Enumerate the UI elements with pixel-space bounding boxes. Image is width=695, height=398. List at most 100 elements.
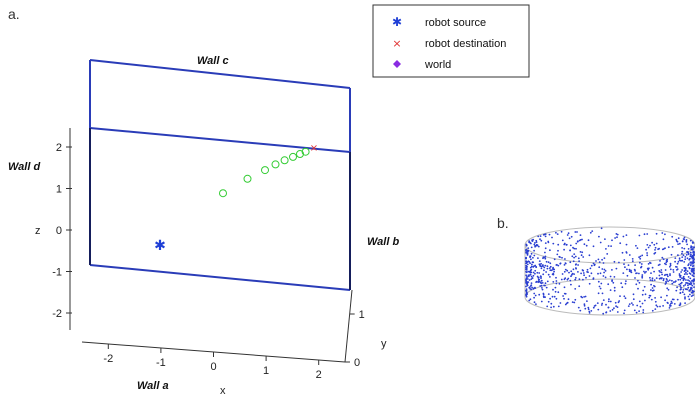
ring-point <box>679 278 682 281</box>
ring-point <box>566 234 569 236</box>
ring-point <box>681 256 684 258</box>
ring-point <box>609 310 612 312</box>
ring-point <box>670 253 673 256</box>
ring-point <box>669 268 672 271</box>
ring-point <box>542 233 545 236</box>
ring-point <box>667 246 670 249</box>
ring-point <box>564 303 567 306</box>
ring-point <box>684 268 687 270</box>
ring-point <box>571 255 574 258</box>
ring-point <box>544 282 547 285</box>
ring-point <box>624 297 627 300</box>
destination-marker: × <box>310 143 318 154</box>
ring-point <box>542 273 545 276</box>
ring-point <box>596 302 599 304</box>
ring-point <box>536 271 539 274</box>
ring-point <box>679 285 682 287</box>
ring-point <box>635 311 638 314</box>
ring-point <box>532 261 535 264</box>
ring-point <box>561 273 564 275</box>
ring-point <box>614 237 616 239</box>
ring-point <box>639 261 641 264</box>
ring-point <box>544 235 547 238</box>
ring-point <box>678 283 681 286</box>
ring-point <box>570 283 572 286</box>
ring-point <box>539 285 542 287</box>
ring-point <box>666 301 669 304</box>
ring-point <box>574 298 577 301</box>
ring-point <box>592 245 595 248</box>
ring-point <box>552 242 555 245</box>
ring-point <box>529 241 531 244</box>
wall-label-d: Wall d <box>8 161 40 173</box>
ring-point <box>654 249 656 251</box>
ring-point <box>538 272 541 274</box>
ring-point <box>583 243 586 246</box>
ring-point <box>525 260 527 262</box>
ring-point <box>574 231 577 233</box>
ring-point <box>549 249 551 252</box>
ring-point <box>625 243 628 246</box>
frame-edge <box>89 59 351 89</box>
ring-point <box>577 271 579 273</box>
ring-point <box>585 276 587 279</box>
ring-point <box>680 259 682 262</box>
legend-item: × robot destination <box>392 37 506 50</box>
ring-point <box>692 294 694 297</box>
ring-point <box>586 300 588 302</box>
path-point <box>243 174 252 183</box>
ring-point <box>543 269 545 272</box>
ring-point <box>540 239 543 242</box>
ring-point <box>526 250 529 253</box>
ring-point <box>625 280 627 282</box>
ring-point <box>642 289 645 292</box>
ring-point <box>688 263 690 265</box>
ring-point <box>555 280 558 282</box>
ring-point <box>690 295 693 297</box>
ring-point <box>651 309 654 312</box>
ring-point <box>546 280 549 283</box>
ring-point <box>662 278 665 280</box>
ring-point <box>685 279 687 281</box>
ring-point <box>659 305 661 308</box>
ring-point <box>588 310 591 313</box>
ring-point <box>529 255 531 258</box>
ring-point <box>612 281 615 284</box>
ring-point <box>533 254 536 257</box>
ring-point <box>602 299 605 301</box>
ring-point <box>636 304 639 307</box>
ring-point <box>669 265 671 268</box>
ring-point <box>535 239 538 242</box>
ring-point <box>690 270 693 272</box>
ring-point <box>683 247 686 250</box>
ring-point <box>618 261 620 264</box>
ring-point <box>620 282 623 285</box>
x-tick-label: -1 <box>156 357 166 369</box>
ring-point <box>689 239 692 242</box>
ring-point <box>649 294 652 297</box>
ring-point <box>535 303 537 305</box>
ring-point <box>644 293 647 296</box>
ring-point <box>530 285 532 287</box>
ring-point <box>573 273 575 275</box>
ring-point <box>535 266 538 269</box>
ring-point <box>692 265 695 267</box>
ring-point <box>693 253 695 256</box>
wall-label-a: Wall a <box>137 380 169 392</box>
ring-point <box>690 263 692 265</box>
ring-point <box>527 270 530 273</box>
ring-point <box>604 270 607 272</box>
ring-point <box>563 297 565 300</box>
wall-label-b: Wall b <box>367 236 399 248</box>
ring-point <box>564 258 566 260</box>
ring-point <box>542 292 545 295</box>
ring-point <box>645 248 647 251</box>
ring-point <box>548 233 551 236</box>
ring-point <box>675 289 678 292</box>
ring-point <box>684 296 686 299</box>
ring-point <box>641 293 644 296</box>
ring-point <box>547 273 550 276</box>
ring-point <box>640 263 643 265</box>
ring-point <box>576 231 578 233</box>
ring-point <box>551 273 554 276</box>
